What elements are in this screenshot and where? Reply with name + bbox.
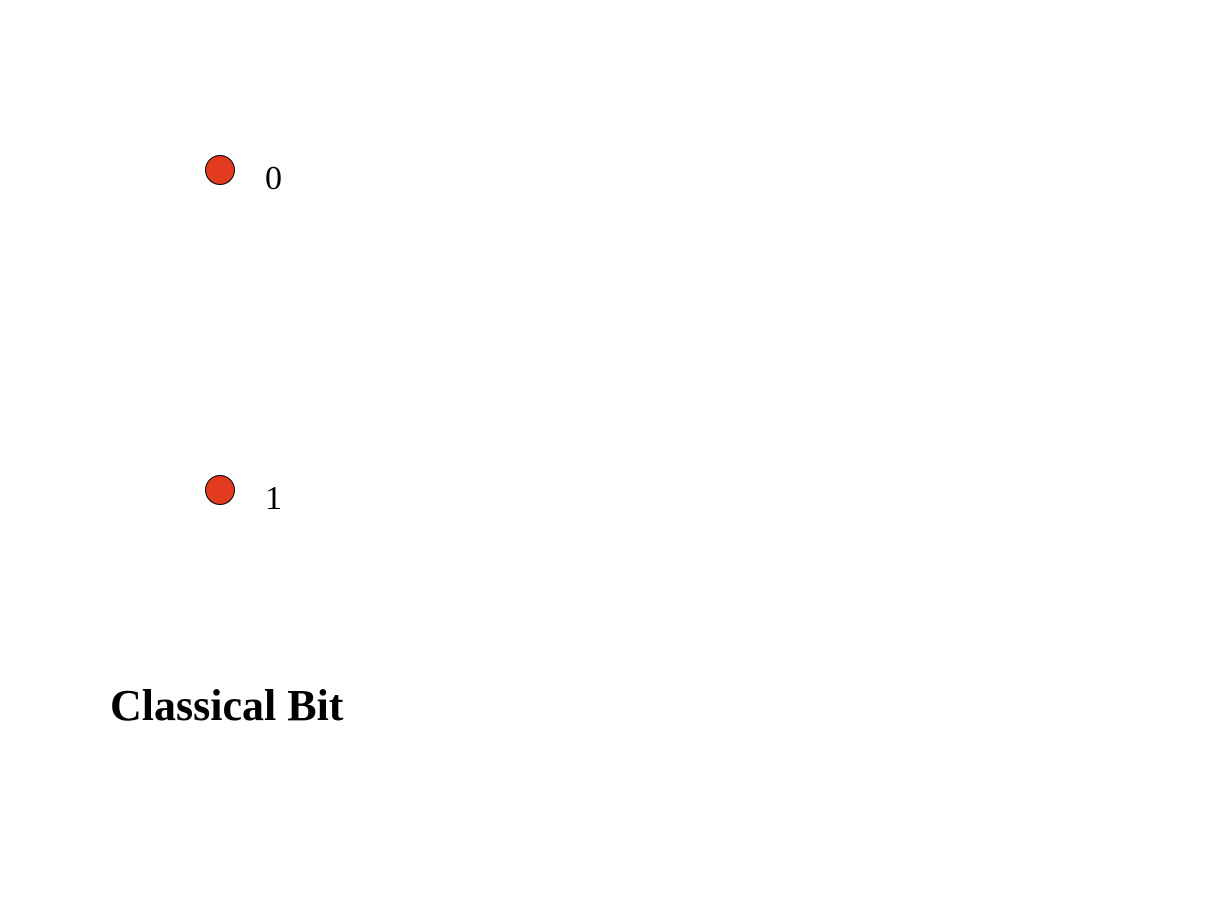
- bloch-sphere-diagram: [608, 0, 1216, 912]
- diagram-container: 0 1 Classical Bit |0⟩ |1⟩ Qubit: [0, 0, 1216, 912]
- classical-bit-1-label: 1: [265, 480, 282, 518]
- qubit-panel: |0⟩ |1⟩ Qubit: [608, 0, 1216, 912]
- classical-bit-0-label: 0: [265, 160, 282, 198]
- classical-bit-panel: 0 1 Classical Bit: [0, 0, 608, 912]
- classical-bit-caption: Classical Bit: [110, 680, 343, 731]
- classical-bit-1-dot: [205, 475, 235, 505]
- classical-bit-0-dot: [205, 155, 235, 185]
